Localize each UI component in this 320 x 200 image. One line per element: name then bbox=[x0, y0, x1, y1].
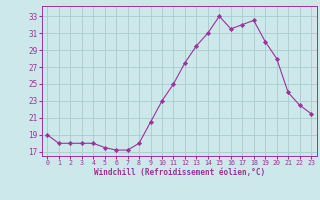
X-axis label: Windchill (Refroidissement éolien,°C): Windchill (Refroidissement éolien,°C) bbox=[94, 168, 265, 177]
